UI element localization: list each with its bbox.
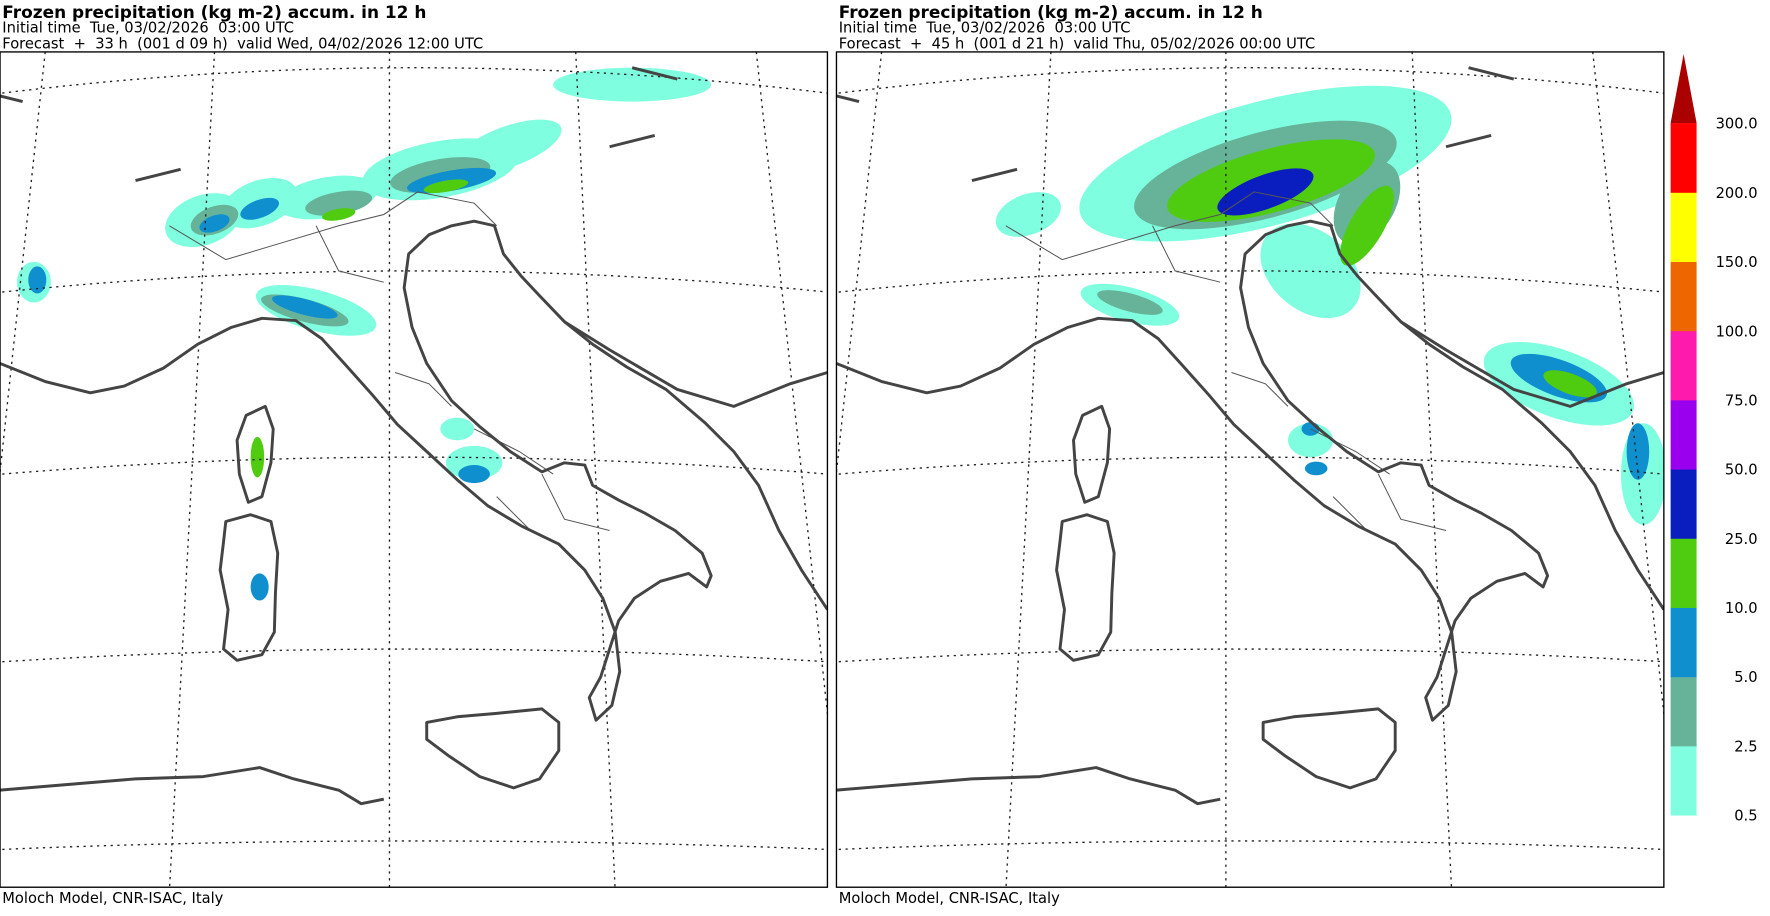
map-panel xyxy=(836,51,1664,888)
graticule-parallel xyxy=(836,67,1664,95)
precip-area xyxy=(250,436,265,478)
precip-area xyxy=(1097,290,1163,315)
colorbar-label: 75.0 xyxy=(1725,392,1758,409)
colorbar-segment xyxy=(1670,192,1697,262)
colorbar-segment xyxy=(1670,469,1697,539)
precip-area xyxy=(250,573,269,601)
map-content xyxy=(836,51,1664,888)
graticule-meridian xyxy=(1005,51,1052,888)
forecast-time: Forecast + 45 h (001 d 21 h) valid Thu, … xyxy=(839,36,1315,53)
precip-area xyxy=(199,214,230,233)
colorbar-extension xyxy=(1670,54,1697,124)
colorbar-label: 200.0 xyxy=(1716,185,1758,202)
precip-area xyxy=(423,179,469,194)
coastline xyxy=(836,219,1664,722)
precip-area xyxy=(321,208,356,221)
precip-area xyxy=(440,417,475,441)
colorbar-label: 300.0 xyxy=(1716,116,1758,133)
graticule-meridian xyxy=(1411,51,1453,888)
coastline xyxy=(0,766,385,806)
forecast-time: Forecast + 33 h (001 d 09 h) valid Wed, … xyxy=(2,36,483,53)
map-title: Frozen precipitation (kg m-2) accum. in … xyxy=(2,2,426,22)
coastline xyxy=(836,66,1515,183)
precip-area xyxy=(1626,423,1650,480)
colorbar-segment xyxy=(1670,676,1697,747)
coastline xyxy=(218,513,280,662)
precip-area xyxy=(240,197,280,220)
coastline xyxy=(1072,404,1112,504)
colorbar-label: 25.0 xyxy=(1725,531,1758,548)
graticule-parallel xyxy=(0,648,828,663)
region-borders xyxy=(169,191,610,532)
precip-area xyxy=(1340,185,1394,266)
colorbar-segment xyxy=(1670,399,1697,470)
colorbar-label: 100.0 xyxy=(1716,323,1758,340)
precip-area xyxy=(458,465,490,484)
colorbar-segment xyxy=(1670,538,1697,608)
map-frame xyxy=(0,51,829,888)
colorbar-segment xyxy=(1670,123,1697,193)
precip-area xyxy=(995,192,1061,237)
colorbar-segment xyxy=(1670,330,1697,401)
colorbar-segment xyxy=(1670,261,1697,332)
coastline xyxy=(0,219,828,722)
precip-area xyxy=(1543,370,1597,398)
colorbar-segment xyxy=(1670,607,1697,678)
graticule-meridian xyxy=(575,51,616,888)
colorbar-label: 50.0 xyxy=(1725,462,1758,479)
coastline xyxy=(1055,513,1116,662)
colorbar-label: 5.0 xyxy=(1734,669,1757,686)
map-frame xyxy=(835,51,1665,888)
map-content xyxy=(0,51,828,888)
map-panel xyxy=(0,51,828,888)
coastline xyxy=(425,707,561,790)
colorbar-label: 0.5 xyxy=(1734,808,1757,825)
graticule-parallel xyxy=(836,456,1664,475)
coastline xyxy=(0,66,678,183)
initial-time: Initial time Tue, 03/02/2026 03:00 UTC xyxy=(839,20,1131,37)
graticule-parallel xyxy=(836,840,1664,851)
credit-footer: Moloch Model, CNR-ISAC, Italy xyxy=(2,890,223,907)
graticule-parallel xyxy=(0,270,828,293)
coastline xyxy=(1261,707,1397,790)
graticule-parallel xyxy=(0,840,828,851)
coastline xyxy=(235,404,275,504)
colorbar-label: 10.0 xyxy=(1725,600,1758,617)
precip-area xyxy=(1304,461,1328,476)
colorbar-label: 150.0 xyxy=(1716,254,1758,271)
coastline xyxy=(836,766,1221,806)
graticule-parallel xyxy=(836,648,1664,663)
graticule-parallel xyxy=(0,67,828,95)
graticule-parallel xyxy=(836,270,1664,293)
graticule-parallel xyxy=(0,456,828,475)
precip-area xyxy=(305,190,373,216)
credit-footer: Moloch Model, CNR-ISAC, Italy xyxy=(839,890,1060,907)
coastline xyxy=(563,320,828,408)
colorbar-segment xyxy=(1670,745,1697,816)
precip-area xyxy=(1217,168,1314,216)
region-borders xyxy=(1005,191,1447,532)
initial-time: Initial time Tue, 03/02/2026 03:00 UTC xyxy=(2,20,294,37)
coastline xyxy=(1400,320,1664,408)
colorbar-label: 2.5 xyxy=(1734,738,1757,755)
precip-area xyxy=(1260,223,1361,319)
graticule-meridian xyxy=(168,51,216,888)
precip-area xyxy=(28,266,47,294)
map-title: Frozen precipitation (kg m-2) accum. in … xyxy=(839,2,1263,22)
precip-area xyxy=(272,295,338,319)
